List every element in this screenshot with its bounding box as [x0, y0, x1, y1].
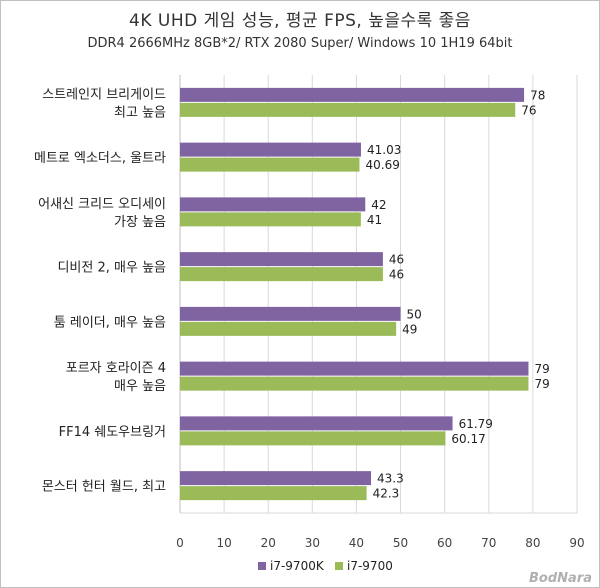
category-label: 툼 레이더, 매우 높음 — [54, 315, 166, 330]
bar-i7-9700 — [180, 212, 361, 227]
value-label: 78 — [530, 88, 545, 102]
value-label: 79 — [534, 377, 549, 391]
value-label: 43.3 — [377, 472, 404, 486]
bar-i7-9700K — [180, 306, 401, 321]
value-label: 46 — [389, 268, 404, 282]
bar-i7-9700 — [180, 486, 367, 501]
x-tick-label: 80 — [525, 536, 540, 550]
grid-lines — [179, 75, 578, 514]
bar-i7-9700K — [180, 252, 383, 267]
category-label: 디비전 2, 매우 높음 — [57, 261, 166, 276]
bar-i7-9700K — [180, 142, 361, 157]
value-label: 60.17 — [451, 432, 485, 446]
bar-i7-9700K — [180, 361, 529, 376]
bar-i7-9700 — [180, 376, 529, 391]
bar-i7-9700 — [180, 102, 516, 117]
category-label: FF14 쉐도우브링거 — [59, 425, 166, 440]
legend-label: i7-9700K — [270, 559, 325, 573]
category-label: 가장 높음 — [114, 215, 166, 230]
watermark-logo: BodNara — [529, 571, 592, 586]
category-label: 어새신 크리드 오디세이 — [38, 197, 166, 212]
category-label: 메트로 엑소더스, 울트라 — [34, 151, 166, 166]
value-label: 41.03 — [367, 143, 401, 157]
bar-i7-9700 — [180, 431, 446, 446]
bar-i7-9700K — [180, 197, 366, 212]
value-label: 42 — [371, 198, 386, 212]
bar-i7-9700K — [180, 87, 525, 102]
x-tick-label: 10 — [216, 536, 231, 550]
bar-i7-9700 — [180, 321, 397, 336]
value-label: 76 — [521, 103, 536, 117]
bar-i7-9700K — [180, 416, 453, 431]
value-label: 61.79 — [459, 417, 493, 431]
category-label: 포르자 호라이즌 4 — [66, 361, 166, 376]
bar-i7-9700 — [180, 157, 360, 172]
category-label: 스트레인지 브리게이드 — [42, 87, 166, 102]
chart-subtitle: DDR4 2666MHz 8GB*2/ RTX 2080 Super/ Wind… — [87, 36, 513, 51]
x-tick-label: 70 — [481, 536, 496, 550]
legend: i7-9700K i7-9700 — [258, 559, 393, 573]
bars — [180, 87, 529, 501]
legend-label: i7-9700 — [347, 559, 393, 573]
x-tick-labels: 0 10 20 30 40 50 60 70 80 90 — [176, 536, 584, 550]
value-label: 46 — [389, 253, 404, 267]
bar-i7-9700K — [180, 471, 372, 486]
value-label: 41 — [367, 213, 382, 227]
chart-title: 4K UHD 게임 성능, 평균 FPS, 높을수록 좋음 — [129, 11, 471, 31]
value-label: 79 — [534, 362, 549, 376]
category-label: 몬스터 헌터 월드, 최고 — [42, 480, 166, 495]
legend-swatch — [258, 562, 266, 570]
x-tick-label: 90 — [569, 536, 584, 550]
value-label: 49 — [402, 322, 417, 336]
x-tick-label: 50 — [393, 536, 408, 550]
x-tick-label: 30 — [305, 536, 320, 550]
x-tick-label: 60 — [437, 536, 452, 550]
value-label: 40.69 — [365, 158, 399, 172]
x-tick-label: 0 — [176, 536, 184, 550]
x-tick-label: 20 — [261, 536, 276, 550]
bar-i7-9700 — [180, 267, 383, 282]
value-label: 42.3 — [373, 487, 400, 501]
value-label: 50 — [407, 307, 422, 321]
legend-swatch — [335, 562, 343, 570]
category-label: 최고 높음 — [114, 105, 166, 120]
x-tick-label: 40 — [349, 536, 364, 550]
category-label: 매우 높음 — [114, 379, 166, 394]
